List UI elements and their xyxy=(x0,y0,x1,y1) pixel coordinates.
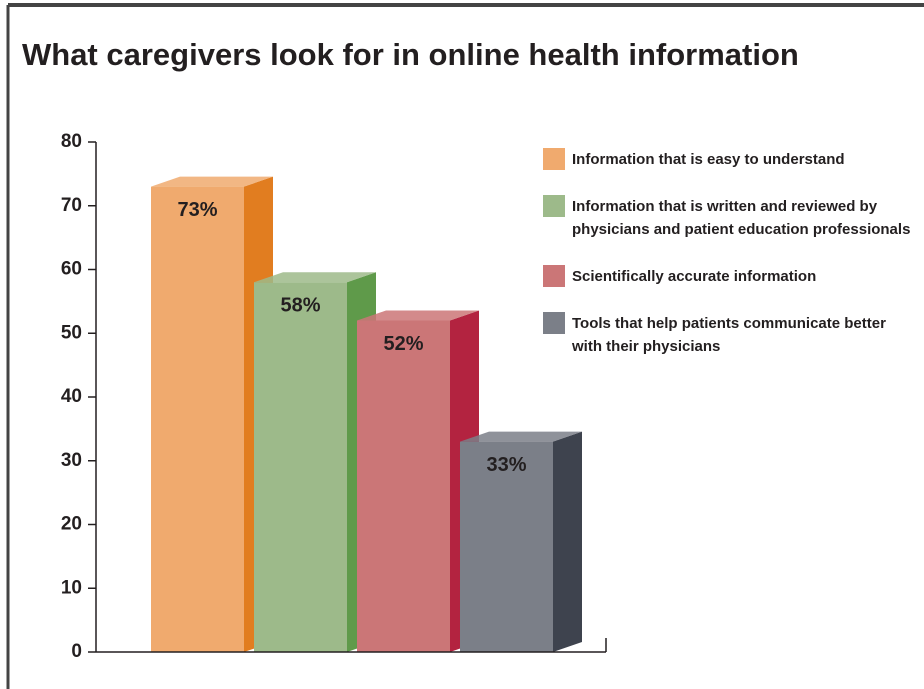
bar xyxy=(460,441,553,652)
chart-title: What caregivers look for in online healt… xyxy=(22,37,799,72)
y-tick-label: 10 xyxy=(61,577,82,598)
legend-swatch xyxy=(543,312,565,334)
legend-label: Information that is easy to understand xyxy=(572,151,845,168)
bar xyxy=(357,320,450,652)
bar-top xyxy=(460,431,582,442)
legend-item: Scientifically accurate information xyxy=(543,265,913,288)
y-tick-label: 30 xyxy=(61,450,82,471)
legend-item: Tools that help patients communicate bet… xyxy=(543,312,913,358)
value-label: 33% xyxy=(486,454,526,476)
y-tick-label: 20 xyxy=(61,514,82,535)
y-tick-label: 0 xyxy=(71,641,82,662)
bar-top xyxy=(357,310,479,321)
legend-label: Scientifically accurate information xyxy=(572,268,817,285)
y-tick-label: 50 xyxy=(61,322,82,343)
value-label: 52% xyxy=(383,333,423,355)
y-tick-label: 70 xyxy=(61,195,82,216)
legend-item: Information that is easy to understand xyxy=(543,148,913,171)
legend-label: Tools that help patients communicate bet… xyxy=(572,315,886,355)
bar-side xyxy=(553,431,582,652)
y-tick-label: 80 xyxy=(61,131,82,152)
legend: Information that is easy to understand In… xyxy=(543,148,913,382)
legend-item: Information that is written and reviewed… xyxy=(543,195,913,241)
bar xyxy=(254,282,347,652)
value-label: 58% xyxy=(280,295,320,317)
value-label: 73% xyxy=(177,199,217,221)
y-tick-label: 60 xyxy=(61,259,82,280)
bar-top xyxy=(151,176,273,187)
bar-top xyxy=(254,272,376,283)
legend-swatch xyxy=(543,195,565,217)
legend-swatch xyxy=(543,265,565,287)
bar xyxy=(151,186,244,652)
y-tick-label: 40 xyxy=(61,386,82,407)
legend-label: Information that is written and reviewed… xyxy=(572,198,911,238)
legend-swatch xyxy=(543,148,565,170)
